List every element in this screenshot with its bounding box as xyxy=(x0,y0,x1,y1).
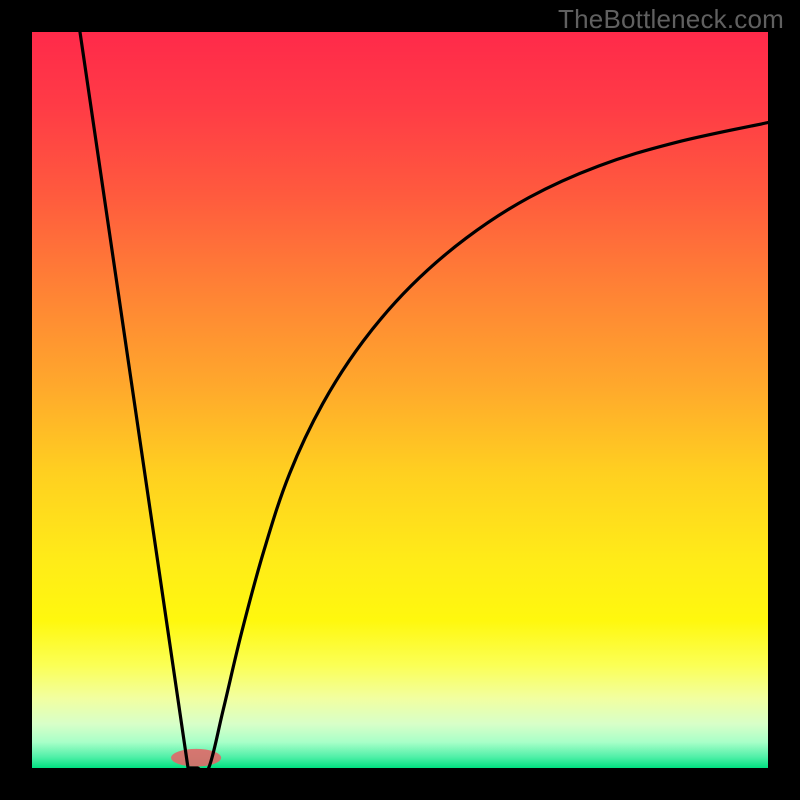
bottleneck-chart xyxy=(0,0,800,800)
attribution-text: TheBottleneck.com xyxy=(558,4,784,35)
chart-container: TheBottleneck.com xyxy=(0,0,800,800)
chart-plot-background xyxy=(32,32,768,768)
